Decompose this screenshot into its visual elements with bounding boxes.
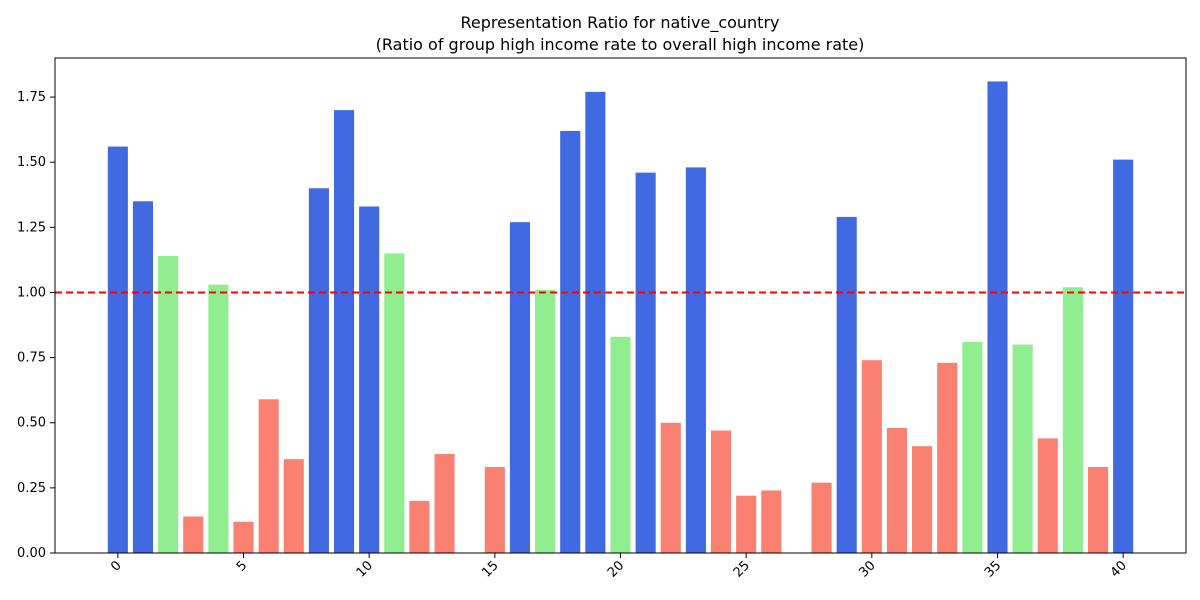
bar-18: [560, 130, 581, 553]
bar-30: [861, 360, 882, 553]
bar-3: [183, 516, 204, 553]
bar-11: [384, 253, 405, 554]
bar-22: [660, 422, 681, 553]
y-tick-label: 1.00: [17, 285, 46, 300]
bar-1: [132, 201, 154, 553]
bar-25: [736, 495, 757, 553]
x-tick-label: 15: [479, 558, 501, 580]
x-axis: 0 5 10 15 20 25 30 35 40: [108, 553, 1130, 581]
bar-23: [685, 167, 706, 553]
bar-33: [937, 362, 958, 553]
y-tick-label: 0.25: [17, 481, 46, 496]
bar-35: [987, 81, 1008, 554]
y-tick-label: 0.50: [17, 416, 46, 431]
chart-title: Representation Ratio for native_country: [460, 13, 779, 33]
y-tick-label: 1.50: [17, 155, 46, 170]
bar-40: [1113, 159, 1134, 553]
bar-24: [710, 430, 732, 553]
bar-26: [761, 490, 782, 553]
y-axis: 0.00 0.25 0.50 0.75 1.00 1.25 1.50 1.75: [17, 90, 55, 561]
x-tick-label: 35: [982, 558, 1004, 580]
bar-36: [1012, 344, 1033, 553]
bar-12: [409, 500, 430, 553]
bar-32: [912, 446, 933, 553]
x-tick-label: 5: [234, 558, 250, 574]
bar-28: [811, 482, 832, 553]
bars-group: [107, 81, 1134, 554]
bar-31: [886, 427, 908, 553]
bar-15: [484, 467, 505, 553]
bar-5: [233, 521, 254, 553]
bar-39: [1087, 467, 1109, 553]
x-tick-label: 20: [605, 558, 627, 580]
bar-34: [962, 341, 983, 553]
y-tick-label: 0.75: [17, 351, 46, 366]
x-tick-label: 25: [731, 558, 753, 580]
bar-17: [535, 289, 556, 553]
bar-37: [1037, 438, 1058, 553]
x-tick-label: 40: [1108, 558, 1130, 580]
bar-38: [1062, 287, 1083, 553]
bar-16: [509, 222, 531, 553]
bar-13: [434, 454, 455, 553]
bar-9: [333, 110, 355, 554]
bar-0: [107, 146, 128, 553]
x-tick-label: 0: [108, 558, 124, 574]
bar-7: [283, 459, 304, 553]
bar-6: [258, 399, 279, 553]
chart-subtitle: (Ratio of group high income rate to over…: [376, 35, 865, 54]
bar-4: [208, 284, 229, 553]
bar-19: [585, 91, 606, 554]
bar-29: [836, 216, 857, 553]
bar-21: [635, 172, 656, 553]
x-tick-label: 30: [856, 558, 878, 580]
bar-2: [158, 256, 179, 553]
bar-10: [359, 206, 380, 553]
y-tick-label: 1.75: [17, 90, 46, 105]
bar-8: [308, 188, 329, 553]
bar-20: [610, 336, 631, 553]
x-tick-label: 10: [354, 558, 376, 580]
y-tick-label: 0.00: [17, 546, 46, 561]
y-tick-label: 1.25: [17, 220, 46, 235]
